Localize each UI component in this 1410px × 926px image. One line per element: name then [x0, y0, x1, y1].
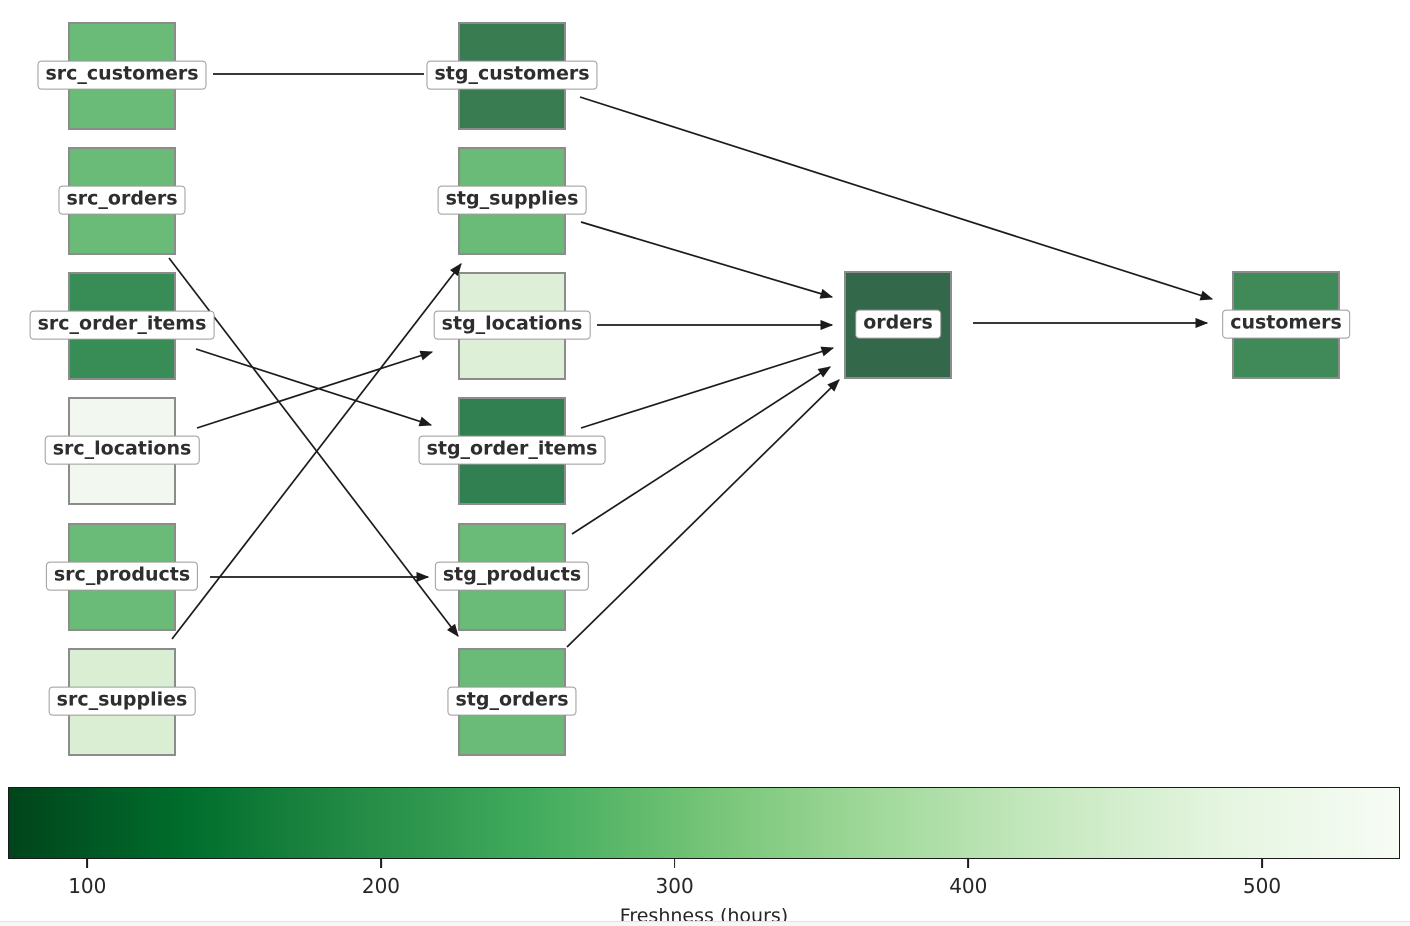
node-label-stg_customers: stg_customers [426, 60, 598, 90]
colorbar-tick-label-400: 400 [949, 874, 988, 898]
edge-src_order_items-to-stg_order_items [195, 348, 433, 427]
edge-src_supplies-to-stg_supplies [171, 263, 462, 640]
node-label-customers: customers [1222, 309, 1350, 339]
colorbar-tick-label-100: 100 [68, 874, 107, 898]
colorbar-gradient [8, 787, 1400, 859]
node-label-orders: orders [855, 309, 941, 339]
edge-stg_order_items-to-orders [580, 346, 835, 429]
edge-stg_supplies-to-orders [580, 221, 834, 299]
colorbar-tick-label-200: 200 [361, 874, 401, 898]
edge-stg_customers-to-customers [579, 96, 1214, 301]
colorbar-tick-mark-400 [967, 859, 970, 868]
colorbar-axis-label: Freshness (hours) [619, 905, 789, 926]
edge-stg_orders-to-orders [566, 379, 840, 648]
node-label-stg_locations: stg_locations [433, 310, 591, 340]
node-label-src_supplies: src_supplies [48, 686, 196, 716]
edge-stg_products-to-orders [571, 366, 831, 535]
colorbar-tick-label-500: 500 [1242, 874, 1282, 898]
colorbar-tick-mark-300 [673, 859, 676, 868]
colorbar-tick-mark-200 [380, 859, 382, 868]
node-label-src_locations: src_locations [44, 435, 200, 465]
edge-src_locations-to-stg_locations [196, 350, 434, 429]
node-label-src_order_items: src_order_items [29, 310, 215, 340]
node-label-src_orders: src_orders [58, 185, 186, 215]
node-label-stg_order_items: stg_order_items [418, 435, 606, 465]
node-label-stg_supplies: stg_supplies [437, 185, 587, 215]
edge-src_orders-to-stg_orders [168, 257, 459, 637]
node-label-src_customers: src_customers [37, 60, 207, 90]
node-label-stg_orders: stg_orders [447, 686, 577, 716]
colorbar-tick-mark-100 [86, 859, 89, 868]
node-label-src_products: src_products [45, 561, 199, 591]
window-bottom-strip [0, 921, 1410, 926]
node-label-stg_products: stg_products [434, 561, 590, 591]
colorbar-tick-label-300: 300 [655, 874, 694, 898]
colorbar-tick-mark-500 [1261, 859, 1263, 868]
